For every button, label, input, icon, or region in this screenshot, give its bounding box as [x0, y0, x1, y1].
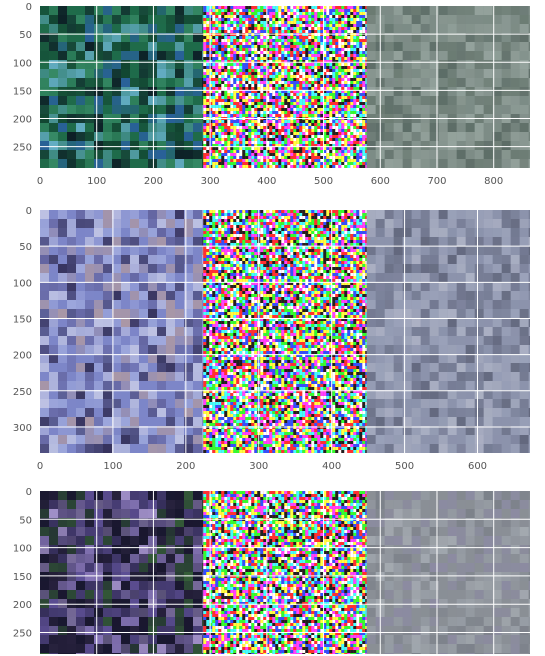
x-tick-label: 200 — [144, 176, 163, 187]
image-portrait — [40, 210, 530, 453]
y-tick-labels: 0 50 100 150 200 250 — [13, 2, 32, 154]
grid — [40, 491, 530, 654]
grid — [40, 210, 530, 453]
y-tick-labels: 0 50 100 150 200 250 — [13, 487, 32, 639]
y-tick-label: 0 — [26, 487, 32, 498]
y-tick-label: 150 — [13, 572, 32, 583]
y-tick-label: 150 — [13, 314, 32, 325]
y-tick-label: 300 — [13, 423, 32, 434]
x-tick-label: 500 — [395, 461, 414, 472]
y-tick-label: 250 — [13, 143, 32, 154]
y-tick-label: 250 — [13, 628, 32, 639]
image-profile — [40, 491, 530, 654]
segment-noise — [203, 491, 369, 654]
segment-reconstruction — [366, 6, 530, 168]
grid — [40, 6, 530, 168]
x-tick-labels: 0 100 200 300 400 500 600 — [37, 461, 487, 472]
y-tick-label: 150 — [13, 86, 32, 97]
x-tick-label: 600 — [468, 461, 487, 472]
x-tick-label: 0 — [37, 176, 43, 187]
y-tick-label: 200 — [13, 351, 32, 362]
segment-reconstruction — [366, 210, 530, 453]
x-tick-label: 700 — [427, 176, 446, 187]
panel-profile: 0 50 100 150 200 250 — [13, 487, 530, 654]
x-tick-labels: 0 100 200 300 400 500 600 700 800 — [37, 176, 503, 187]
x-tick-label: 400 — [257, 176, 276, 187]
segment-noise — [203, 6, 369, 168]
y-tick-label: 250 — [13, 387, 32, 398]
x-tick-label: 800 — [484, 176, 503, 187]
image-toucan — [40, 6, 530, 168]
y-tick-label: 50 — [19, 242, 32, 253]
segment-noise — [203, 210, 369, 453]
y-tick-label: 100 — [13, 544, 32, 555]
segment-original — [40, 491, 211, 654]
x-tick-label: 100 — [87, 176, 106, 187]
x-tick-label: 500 — [314, 176, 333, 187]
segment-original — [40, 6, 211, 168]
panel-portrait: 0 50 100 150 200 250 300 0 100 200 300 400 500 600 — [13, 206, 530, 472]
x-tick-label: 300 — [201, 176, 220, 187]
x-tick-label: 300 — [249, 461, 268, 472]
y-tick-label: 0 — [26, 206, 32, 217]
panel-toucan: 0 50 100 150 200 250 0 100 200 300 400 500 600 700 800 — [13, 2, 530, 187]
y-tick-label: 100 — [13, 58, 32, 69]
x-tick-label: 200 — [176, 461, 195, 472]
y-tick-label: 0 — [26, 2, 32, 13]
y-tick-label: 50 — [19, 515, 32, 526]
y-tick-label: 200 — [13, 115, 32, 126]
x-tick-label: 0 — [37, 461, 43, 472]
x-tick-label: 600 — [371, 176, 390, 187]
segment-reconstruction — [366, 491, 530, 654]
y-tick-label: 50 — [19, 30, 32, 41]
y-tick-label: 200 — [13, 600, 32, 611]
y-tick-labels: 0 50 100 150 200 250 300 — [13, 206, 32, 434]
x-tick-label: 400 — [322, 461, 341, 472]
x-tick-label: 100 — [103, 461, 122, 472]
y-tick-label: 100 — [13, 278, 32, 289]
